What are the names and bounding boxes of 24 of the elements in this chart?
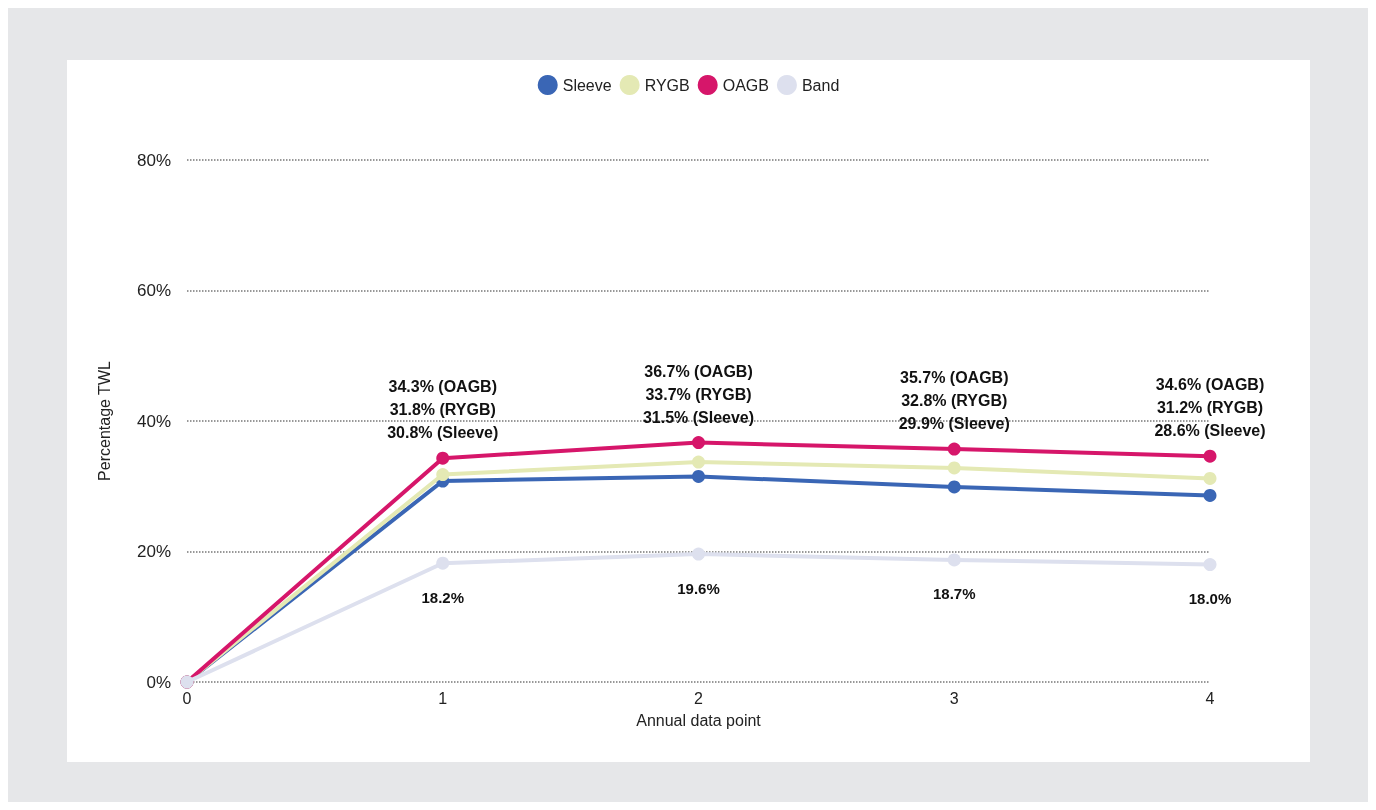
- y-tick-label: 0%: [146, 672, 171, 692]
- legend-label: Sleeve: [562, 76, 612, 94]
- x-axis-title: Annual data point: [636, 711, 762, 729]
- legend-label: Band: [801, 76, 840, 94]
- data-label: 19.6%: [677, 579, 720, 597]
- annotation: 36.7% (OAGB) 33.7% (RYGB) 31.5% (Sleeve): [642, 362, 755, 426]
- legend-label: RYGB: [644, 76, 690, 94]
- x-tick-label: 3: [949, 689, 959, 707]
- x-tick-label: 0: [182, 689, 192, 707]
- data-label: 18.7%: [932, 585, 976, 603]
- x-tick-label: 2: [694, 689, 704, 707]
- y-tick-label: 20%: [136, 542, 171, 561]
- annotation: 34.3% (OAGB) 31.8% (RYGB) 30.8% (Sleeve): [387, 378, 499, 442]
- data-label: 18.2%: [421, 588, 465, 606]
- y-tick-label: 40%: [136, 411, 171, 431]
- x-tick-label: 1: [438, 689, 448, 707]
- annotation: 35.7% (OAGB) 32.8% (RYGB) 29.9% (Sleeve): [898, 369, 1010, 433]
- x-tick-label: 4: [1205, 689, 1215, 707]
- legend-label: OAGB: [722, 76, 769, 94]
- y-tick-label: 80%: [136, 150, 171, 170]
- annotation: 34.6% (OAGB) 31.2% (RYGB) 28.6% (Sleeve): [1154, 376, 1266, 440]
- data-label: 18.0%: [1188, 590, 1232, 608]
- y-tick-label: 60%: [136, 281, 171, 300]
- y-axis-title: Percentage TWL: [95, 361, 113, 481]
